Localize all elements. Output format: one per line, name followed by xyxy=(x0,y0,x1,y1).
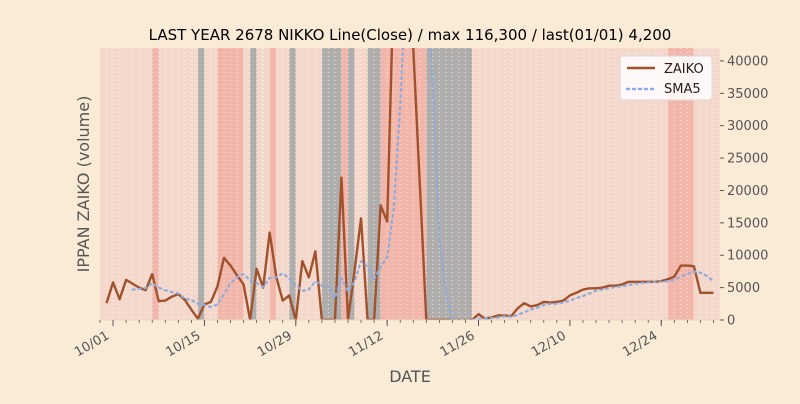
background-band xyxy=(250,48,257,320)
background-band xyxy=(341,48,348,320)
legend: ZAIKO SMA5 xyxy=(619,55,713,101)
legend-label-sma5: SMA5 xyxy=(664,82,701,97)
background-band xyxy=(243,48,251,320)
grid-lines xyxy=(100,48,720,320)
y-tick-label: 15000 xyxy=(727,216,768,231)
y-tick-label: 10000 xyxy=(727,249,768,264)
background-band xyxy=(321,48,342,320)
background-band xyxy=(152,48,159,320)
y-tick-label: 40000 xyxy=(727,54,768,69)
background-band xyxy=(348,48,355,320)
x-axis-label: DATE xyxy=(389,367,431,386)
y-tick-label: 20000 xyxy=(727,184,768,199)
background-band xyxy=(100,48,198,320)
y-tick-label: 35000 xyxy=(727,87,768,102)
background-band xyxy=(426,48,472,320)
series-line-zaiko xyxy=(105,48,714,320)
y-tick-label: 25000 xyxy=(727,152,768,167)
y-tick-label: 5000 xyxy=(727,281,760,296)
y-tick-label: 0 xyxy=(727,314,735,329)
y-axis-label: IPPAN ZAIKO (volume) xyxy=(74,96,93,273)
legend-label-zaiko: ZAIKO xyxy=(664,62,704,77)
series-layer xyxy=(105,48,715,320)
background-band xyxy=(289,48,296,320)
chart-title: LAST YEAR 2678 NIKKO Line(Close) / max 1… xyxy=(149,26,672,44)
y-tick-label: 30000 xyxy=(727,119,768,134)
background-band xyxy=(269,48,277,320)
axes: 0 5000 10000 15000 20000 25000 30000 35000 40000… xyxy=(72,54,768,360)
series-line-sma5 xyxy=(131,48,715,320)
background-band xyxy=(197,48,205,320)
